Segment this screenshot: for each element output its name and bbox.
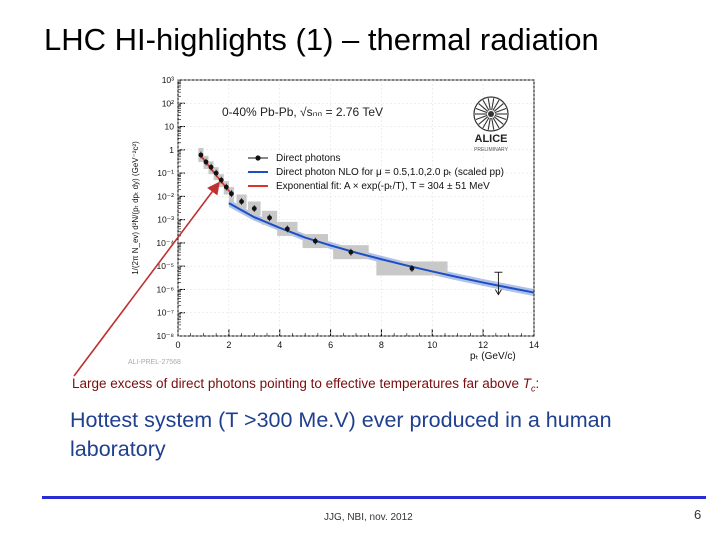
alice-star-ray bbox=[482, 117, 490, 129]
y-tick-label: 10⁻⁴ bbox=[156, 238, 174, 248]
alice-star-ray bbox=[492, 99, 500, 111]
data-point bbox=[208, 164, 214, 170]
alice-star-ray bbox=[493, 103, 504, 112]
spectrum-chart: 10⁻⁸ 10⁻⁷ 10⁻⁶ 10⁻⁵ 10⁻⁴ 10⁻³ 10⁻² 10⁻¹ 1 10 10² 10… bbox=[128, 75, 539, 366]
data-point bbox=[203, 159, 209, 165]
caption-text: Large excess of direct photons pointing … bbox=[72, 376, 523, 391]
x-tick-label: 8 bbox=[379, 340, 384, 350]
y-tick-label: 10⁻⁶ bbox=[157, 284, 174, 294]
upper-limit-arrowhead bbox=[495, 289, 502, 296]
alice-logo: ALICE PRELIMINARY bbox=[473, 96, 509, 153]
data-point bbox=[409, 266, 415, 271]
caption-end: : bbox=[535, 376, 540, 391]
direct-photon-spectrum-figure: 10⁻⁸ 10⁻⁷ 10⁻⁶ 10⁻⁵ 10⁻⁴ 10⁻³ 10⁻² 10⁻¹ 1 10 10² 10… bbox=[120, 72, 550, 372]
chart-legend: Direct photons Direct photon NLO for μ =… bbox=[248, 153, 504, 192]
data-point bbox=[229, 191, 234, 197]
nlo-curve bbox=[228, 202, 535, 294]
chart-annotation: 0-40% Pb-Pb, √sₙₙ = 2.76 TeV bbox=[222, 105, 383, 119]
alice-logo-text: ALICE bbox=[475, 133, 508, 145]
alice-logo-subtext: PRELIMINARY bbox=[474, 147, 508, 153]
alice-star-emblem bbox=[473, 96, 509, 132]
y-tick-label: 10⁻² bbox=[157, 191, 174, 201]
alice-star-ray bbox=[487, 117, 491, 130]
caption-tc-subscript: c bbox=[531, 383, 536, 394]
alice-star-ray bbox=[492, 117, 500, 129]
legend-item-exponential-fit: Exponential fit: A × exp(-pₜ/T), T = 304… bbox=[276, 181, 490, 192]
y-tick-label: 10 bbox=[165, 122, 175, 132]
data-point bbox=[312, 238, 318, 244]
footer-text: JJG, NBI, nov. 2012 bbox=[324, 512, 413, 523]
x-tick-label: 2 bbox=[226, 340, 231, 350]
y-tick-label: 10⁻⁵ bbox=[157, 261, 174, 271]
alice-star-ray bbox=[475, 114, 488, 120]
y-tick-label: 1 bbox=[169, 145, 174, 155]
y-axis-label: 1/(2π N_ev) d²N/(pₜ dpₜ dy) (GeV⁻²c²) bbox=[131, 141, 140, 275]
x-tick-label: 14 bbox=[529, 340, 539, 350]
y-tick-label: 10² bbox=[162, 98, 174, 108]
x-tick-label: 4 bbox=[277, 340, 282, 350]
slide-title: LHC HI-highlights (1) – thermal radiatio… bbox=[44, 22, 599, 57]
data-point bbox=[198, 152, 204, 158]
data-point bbox=[213, 170, 219, 176]
chart-caption: Large excess of direct photons pointing … bbox=[72, 376, 539, 394]
data-point bbox=[267, 215, 272, 221]
x-tick-label: 10 bbox=[427, 340, 437, 350]
body-text: Hottest system (T >300 Me.V) ever produc… bbox=[70, 408, 612, 461]
alice-star-ray bbox=[475, 108, 488, 114]
caption-tc: T bbox=[522, 376, 532, 391]
alice-star-ray bbox=[491, 117, 495, 130]
data-point bbox=[218, 177, 224, 183]
legend-item-direct-photons: Direct photons bbox=[276, 153, 340, 164]
alice-star-ray bbox=[478, 103, 489, 112]
data-point bbox=[223, 184, 229, 190]
page-number: 6 bbox=[694, 507, 702, 522]
x-tick-label: 6 bbox=[328, 340, 333, 350]
legend-marker-point bbox=[255, 155, 261, 161]
plot-watermark: ALI-PREL-27568 bbox=[128, 359, 181, 366]
alice-star-ray bbox=[494, 114, 507, 120]
alice-star-ray bbox=[491, 98, 495, 111]
alice-star-ray bbox=[494, 108, 507, 114]
data-point bbox=[348, 249, 354, 255]
footer-rule bbox=[42, 496, 706, 499]
alice-star-ring bbox=[473, 96, 509, 132]
grid-layer bbox=[177, 79, 535, 337]
x-tick-label: 12 bbox=[478, 340, 488, 350]
data-point bbox=[284, 226, 290, 232]
alice-star-ray bbox=[487, 98, 491, 111]
y-tick-label: 10³ bbox=[162, 75, 174, 85]
y-tick-label: 10⁻⁷ bbox=[157, 308, 174, 318]
alice-star-ray bbox=[493, 116, 504, 125]
data-point-layer bbox=[198, 151, 503, 296]
legend-item-nlo: Direct photon NLO for μ = 0.5,1.0,2.0 pₜ… bbox=[276, 167, 504, 178]
alice-star-ray bbox=[478, 116, 489, 125]
data-point bbox=[239, 199, 244, 204]
x-axis-label: pₜ (GeV/c) bbox=[470, 351, 516, 362]
y-tick-label: 10⁻³ bbox=[157, 215, 174, 225]
alice-star-core bbox=[488, 111, 494, 117]
x-tick-label: 0 bbox=[175, 340, 180, 350]
y-tick-label: 10⁻⁸ bbox=[156, 331, 174, 341]
y-tick-label: 10⁻¹ bbox=[157, 168, 174, 178]
alice-star-ray bbox=[482, 99, 490, 111]
data-point bbox=[251, 206, 257, 211]
